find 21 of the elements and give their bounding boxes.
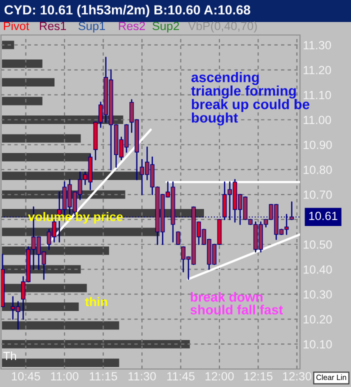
text: Sup2 [152, 22, 179, 32]
chart-title: CYD: 10.61 (1h53m/2m) B:10.60 A:10.68 [4, 4, 250, 18]
text: Res2 [118, 22, 145, 30]
bar [2, 59, 42, 68]
bar [2, 358, 120, 368]
annotation: thin [85, 297, 108, 306]
text: VbP(0,40,70) [188, 22, 257, 32]
bar [2, 302, 79, 311]
candlestick [176, 231, 180, 245]
ref-line-label: 10.61 [309, 212, 338, 220]
bar [2, 321, 120, 330]
bar [2, 134, 81, 143]
annotation: Th [3, 351, 16, 360]
annotation: break down should fall fast [190, 292, 283, 314]
bar [2, 340, 190, 348]
text: Pivot [4, 22, 30, 30]
bar [2, 78, 55, 87]
text: Sup1 [78, 22, 105, 32]
bar [2, 40, 14, 50]
text: Res1 [40, 22, 66, 30]
bar [2, 96, 42, 106]
